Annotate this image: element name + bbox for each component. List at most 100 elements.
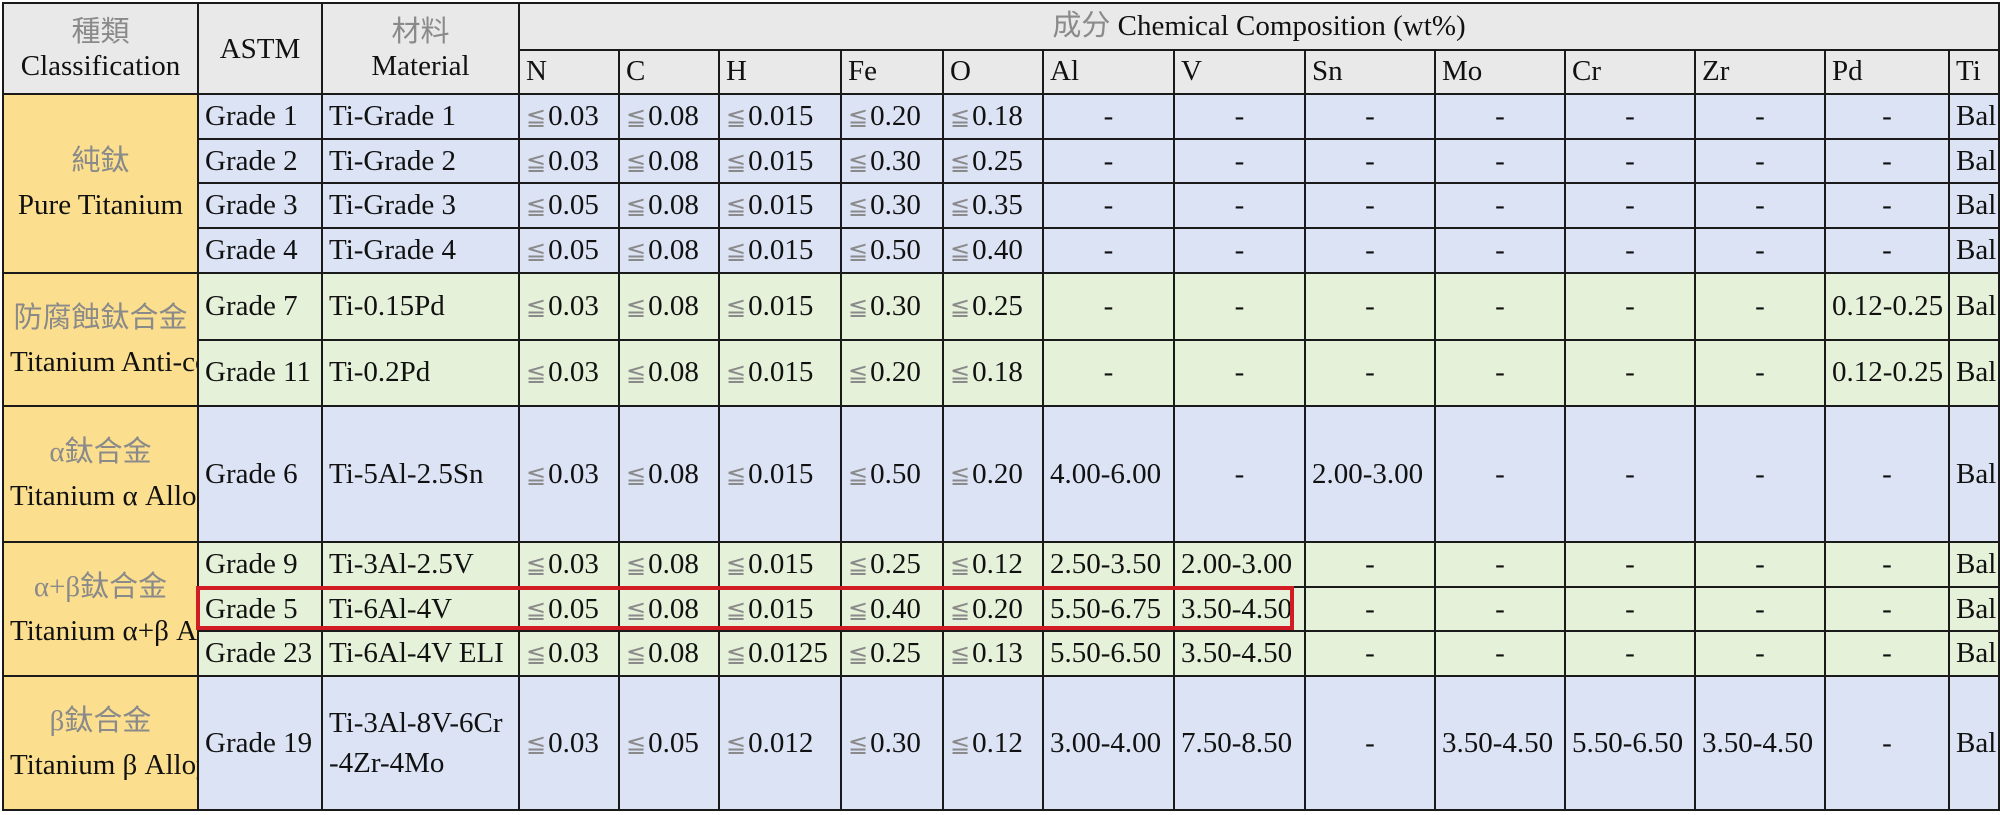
composition-value: 0.08: [648, 289, 699, 322]
le-symbol: ≦: [950, 292, 971, 321]
composition-cell-sn: -: [1304, 338, 1436, 408]
composition-cell-sn: 2.00-3.00: [1304, 405, 1436, 544]
composition-cell-al: 4.00-6.00: [1042, 405, 1175, 544]
composition-cell-h: ≦0.012: [718, 675, 842, 811]
header-element-al: Al: [1042, 48, 1175, 96]
composition-value: 0.05: [548, 189, 599, 222]
composition-value: 0.25: [870, 637, 921, 670]
composition-cell-ti: Bal.: [1947, 541, 2000, 588]
astm-grade-cell: Grade 19: [197, 675, 323, 811]
composition-cell-pd: -: [1824, 405, 1950, 544]
le-symbol: ≦: [848, 551, 869, 580]
astm-grade-cell: Grade 5: [197, 585, 323, 633]
table-row: β鈦合金 Titanium β Alloy Grade 19 Ti-3Al-8V-…: [2, 675, 2000, 811]
composition-cell-mo: -: [1434, 93, 1566, 140]
material-cell: Ti-0.2Pd: [321, 338, 520, 408]
composition-cell-c: ≦0.08: [618, 137, 720, 185]
composition-value: 2.50-3.50: [1050, 548, 1162, 581]
composition-cell-n: ≦0.03: [518, 338, 620, 408]
composition-value: 4.00-6.00: [1050, 457, 1162, 490]
composition-cell-cr: -: [1564, 271, 1696, 341]
composition-cell-h: ≦0.015: [718, 271, 842, 341]
composition-value: 0.25: [972, 289, 1023, 322]
le-symbol: ≦: [726, 595, 747, 624]
header-element-c: C: [618, 48, 720, 96]
composition-value: -: [1625, 637, 1635, 670]
composition-cell-ti: Bal.: [1947, 675, 2000, 811]
composition-cell-al: -: [1042, 338, 1175, 408]
composition-value: 0.05: [648, 726, 699, 759]
composition-cell-zr: -: [1694, 137, 1826, 185]
composition-value: Bal.: [1956, 637, 2000, 670]
composition-cell-v: -: [1173, 227, 1306, 274]
composition-value: -: [1495, 233, 1505, 266]
composition-cell-ti: Bal.: [1947, 585, 2000, 633]
astm-grade-cell: Grade 4: [197, 227, 323, 274]
le-symbol: ≦: [848, 192, 869, 221]
composition-cell-sn: -: [1304, 541, 1436, 588]
composition-value: 0.015: [748, 100, 814, 133]
composition-value: -: [1625, 189, 1635, 222]
composition-cell-zr: -: [1694, 93, 1826, 140]
composition-value: 0.08: [648, 457, 699, 490]
composition-value: -: [1495, 289, 1505, 322]
composition-cell-sn: -: [1304, 675, 1436, 811]
composition-value: -: [1755, 592, 1765, 625]
header-composition: 成分 Chemical Composition (wt%): [517, 2, 2000, 51]
material-cell: Ti-3Al-2.5V: [321, 541, 520, 588]
composition-value: -: [1755, 356, 1765, 389]
composition-value: -: [1365, 592, 1375, 625]
composition-value: -: [1625, 233, 1635, 266]
composition-cell-h: ≦0.015: [718, 585, 842, 633]
composition-cell-v: -: [1173, 405, 1306, 544]
composition-cell-v: -: [1173, 93, 1306, 140]
le-symbol: ≦: [726, 640, 747, 669]
composition-value: 0.015: [748, 189, 814, 222]
composition-cell-h: ≦0.015: [718, 541, 842, 588]
le-symbol: ≦: [950, 236, 971, 265]
composition-value: Bal.: [1956, 726, 2000, 759]
composition-value: -: [1882, 548, 1892, 581]
astm-grade-cell: Grade 1: [197, 93, 323, 140]
le-symbol: ≦: [526, 460, 547, 489]
composition-cell-pd: -: [1824, 675, 1950, 811]
composition-value: 0.03: [548, 289, 599, 322]
table-row: Grade 3 Ti-Grade 3 ≦0.05 ≦0.08 ≦0.015 ≦0.30 ≦0…: [3, 182, 2000, 229]
composition-value: 0.03: [548, 356, 599, 389]
composition-cell-fe: ≦0.30: [840, 271, 944, 341]
group-pure-titanium: 純鈦 Pure Titanium: [2, 93, 199, 274]
composition-cell-al: -: [1042, 182, 1175, 229]
composition-cell-c: ≦0.08: [618, 541, 720, 588]
composition-cell-mo: -: [1434, 137, 1566, 185]
le-symbol: ≦: [726, 292, 747, 321]
header-element-sn: Sn: [1304, 48, 1436, 96]
composition-value: -: [1234, 144, 1245, 177]
composition-value: 0.015: [748, 457, 814, 490]
composition-value: 7.50-8.50: [1181, 726, 1293, 759]
composition-value: -: [1882, 637, 1892, 670]
composition-value: 0.0125: [748, 637, 828, 670]
composition-cell-pd: -: [1824, 227, 1950, 274]
table-row: Grade 23 Ti-6Al-4V ELI ≦0.03 ≦0.08 ≦0.0125 ≦0…: [3, 630, 2000, 678]
table-row: α+β鈦合金 Titanium α+β Alloy Grade 9Ti-3Al-…: [2, 541, 2000, 678]
le-symbol: ≦: [626, 292, 647, 321]
composition-value: -: [1495, 100, 1505, 133]
composition-value: 0.20: [870, 100, 921, 133]
composition-cell-zr: -: [1694, 271, 1826, 341]
le-symbol: ≦: [950, 192, 971, 221]
composition-value: 0.20: [972, 457, 1023, 490]
composition-cell-pd: -: [1824, 585, 1950, 633]
le-symbol: ≦: [950, 103, 971, 132]
composition-cell-o: ≦0.25: [942, 271, 1044, 341]
composition-cell-fe: ≦0.20: [840, 93, 944, 140]
composition-value: 0.015: [748, 144, 814, 177]
composition-cell-h: ≦0.015: [718, 182, 842, 229]
le-symbol: ≦: [526, 103, 547, 132]
composition-cell-o: ≦0.20: [942, 405, 1044, 544]
composition-cell-cr: -: [1564, 541, 1696, 588]
composition-value: -: [1755, 289, 1765, 322]
header-element-cr: Cr: [1564, 48, 1696, 96]
composition-cell-n: ≦0.03: [518, 137, 620, 185]
composition-value: 0.25: [972, 144, 1023, 177]
composition-value: 0.05: [548, 233, 599, 266]
